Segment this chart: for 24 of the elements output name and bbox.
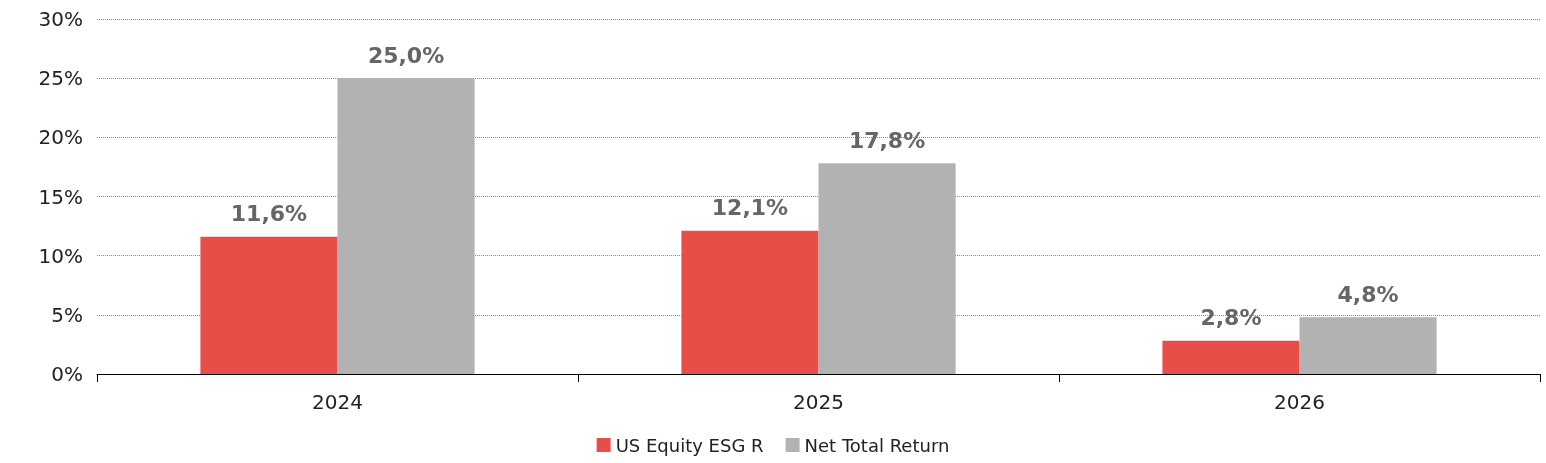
bar: [681, 230, 819, 374]
x-tick-label: 2026: [1274, 390, 1325, 414]
data-label: 4,8%: [1337, 281, 1399, 307]
y-tick-label: 15%: [38, 184, 83, 209]
data-label: 12,1%: [711, 195, 789, 221]
x-tick-label: 2025: [793, 390, 844, 414]
y-tick-label: 20%: [38, 125, 83, 150]
y-tick-label: 5%: [51, 302, 83, 327]
bar: [200, 236, 338, 374]
bar: [818, 163, 956, 374]
bar: [337, 78, 475, 374]
bar: [1162, 340, 1300, 374]
y-tick-label: 30%: [38, 7, 83, 31]
legend-label: Net Total Return: [804, 434, 950, 456]
data-label: 11,6%: [230, 201, 308, 227]
data-label: 17,8%: [848, 127, 926, 153]
y-tick-label: 0%: [51, 362, 83, 386]
data-label: 2,8%: [1200, 305, 1262, 331]
y-tick-label: 25%: [38, 66, 83, 91]
y-tick-label: 10%: [38, 243, 83, 268]
x-tick-label: 2024: [312, 390, 363, 414]
bar: [1299, 317, 1437, 374]
legend-label: US Equity ESG R: [615, 434, 764, 456]
data-label: 25,0%: [367, 42, 445, 68]
